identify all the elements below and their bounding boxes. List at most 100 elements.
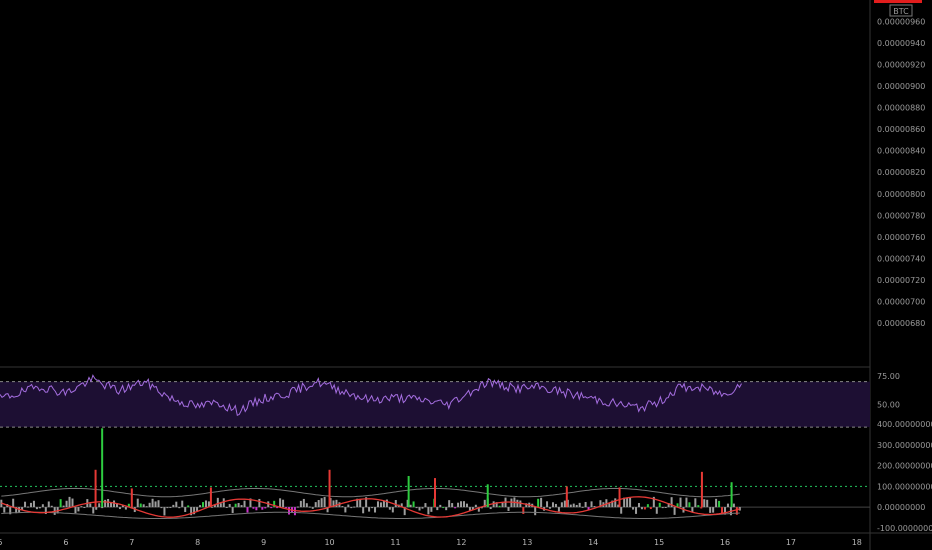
hist-bar-37 (110, 502, 113, 508)
time-axis[interactable]: 5 6 7 8 9 10 11 12 13 14 15 16 17 18 (0, 538, 862, 547)
hist-bar-236 (700, 507, 703, 509)
hist-bar-168 (498, 505, 501, 508)
hist-bar-104 (308, 506, 311, 508)
hist-bar-4 (12, 498, 15, 508)
hist-bar-105 (311, 507, 314, 509)
currency-badge[interactable]: BTC (889, 4, 913, 17)
hist-tick-label: 300.00000000 (877, 441, 932, 450)
hist-bar-196 (581, 506, 584, 508)
time-tick-label: 17 (786, 538, 796, 547)
hist-signal-line[interactable] (1, 496, 740, 518)
currency-badge-frame (889, 4, 913, 17)
hist-bar-243 (721, 507, 724, 514)
hist-bar-248 (735, 507, 738, 515)
hist-bar-140 (415, 507, 418, 509)
hist-bar-78 (231, 507, 234, 513)
price-axis[interactable]: 0.00000960 0.00000940 0.00000920 0.00000900… (874, 0, 932, 533)
hist-bar-3 (9, 507, 12, 515)
hist-bar-152 (451, 503, 454, 508)
hist-bar-77 (228, 504, 231, 508)
hist-bar-73 (216, 497, 219, 508)
hist-bar-210 (623, 497, 626, 508)
hist-bar-171 (507, 507, 510, 511)
hist-bar-113 (335, 499, 338, 508)
hist-bar-75 (222, 498, 225, 508)
hist-bar-123 (365, 497, 368, 508)
hist-spike-9[interactable] (486, 484, 489, 508)
hist-bar-190 (563, 500, 566, 508)
hist-bar-207 (614, 498, 617, 508)
hist-bar-155 (460, 501, 463, 508)
hist-bar-213 (632, 507, 635, 510)
hist-bar-55 (163, 507, 166, 516)
hist-bar-51 (151, 498, 154, 508)
hist-bar-41 (121, 505, 124, 508)
time-tick-label: 11 (390, 538, 400, 547)
hist-bar-156 (463, 501, 465, 508)
rsi-line[interactable] (0, 374, 742, 417)
hist-bar-208 (617, 504, 620, 508)
hist-bar-242 (718, 500, 721, 508)
hist-bar-52 (154, 501, 157, 508)
hist-bar-169 (501, 502, 504, 508)
hist-spike-2[interactable] (328, 469, 331, 508)
hist-bar-228 (676, 503, 679, 508)
rsi-pane[interactable] (0, 374, 870, 428)
hist-bar-103 (305, 503, 308, 508)
hist-bar-80 (237, 503, 240, 508)
hist-bar-43 (127, 503, 130, 508)
time-tick-label: 10 (324, 538, 334, 547)
hist-spike-7[interactable] (130, 488, 133, 508)
hist-bar-153 (454, 507, 457, 509)
hist-bar-106 (314, 502, 317, 508)
hist-spike-5[interactable] (700, 471, 703, 508)
hist-bar-121 (359, 499, 362, 508)
price-tick-label: 0.00000800 (877, 190, 925, 199)
hist-spike-10[interactable] (565, 486, 568, 508)
hist-spike-8[interactable] (209, 487, 212, 508)
hist-bar-27 (80, 506, 83, 508)
hist-bar-219 (649, 507, 652, 510)
hist-bar-117 (347, 504, 350, 508)
hist-bar-87 (258, 498, 261, 508)
hist-bar-138 (409, 504, 412, 508)
hist-spike-0[interactable] (101, 428, 104, 508)
hist-bar-226 (670, 497, 673, 508)
hist-bar-141 (418, 507, 421, 511)
hist-bar-35 (104, 499, 107, 508)
hist-spike-6[interactable] (730, 482, 733, 508)
histogram-pane[interactable] (0, 428, 870, 519)
hist-bar-57 (169, 506, 172, 508)
price-tick-label: 0.00000700 (877, 297, 925, 306)
hist-spike-11[interactable] (618, 487, 621, 508)
hist-bar-147 (436, 507, 439, 511)
price-tick-label: 0.00000680 (877, 319, 925, 328)
hist-bar-125 (371, 507, 374, 509)
hist-bar-225 (667, 502, 670, 508)
hist-bar-132 (391, 507, 394, 513)
hist-bar-238 (706, 499, 709, 508)
hist-bar-100 (296, 506, 299, 508)
hist-bar-194 (575, 504, 578, 508)
rsi-band-fill (0, 381, 870, 428)
hist-bar-128 (379, 502, 382, 508)
hist-bar-1 (3, 507, 6, 513)
hist-bar-72 (213, 504, 216, 508)
hist-bar-79 (234, 503, 237, 508)
hist-bar-163 (483, 499, 486, 508)
top-edge-tag (874, 0, 922, 3)
hist-bar-21 (62, 505, 65, 508)
hist-bar-47 (139, 503, 142, 508)
hist-spike-3[interactable] (407, 476, 410, 508)
hist-bar-159 (471, 507, 474, 510)
hist-bar-66 (196, 507, 199, 512)
hist-bar-62 (184, 507, 187, 513)
hist-spike-4[interactable] (434, 478, 436, 508)
hist-bar-8 (24, 501, 27, 508)
hist-tick-label: 400.00000000 (877, 420, 932, 429)
hist-bar-112 (332, 500, 335, 508)
price-tick-label: 0.00000760 (877, 233, 925, 242)
hist-spike-1[interactable] (94, 469, 97, 508)
hist-bar-220 (652, 496, 655, 508)
